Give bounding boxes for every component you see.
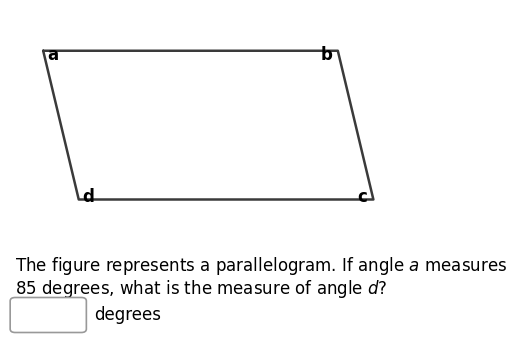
Text: The figure represents a parallelogram. If angle $a$ measures: The figure represents a parallelogram. I… [15, 255, 507, 277]
Text: d: d [82, 188, 94, 206]
Text: b: b [320, 46, 332, 64]
Text: c: c [357, 188, 367, 206]
Text: a: a [47, 46, 58, 64]
Text: 85 degrees, what is the measure of angle $d$?: 85 degrees, what is the measure of angle… [15, 278, 388, 300]
FancyBboxPatch shape [10, 298, 86, 332]
Text: degrees: degrees [94, 306, 161, 324]
